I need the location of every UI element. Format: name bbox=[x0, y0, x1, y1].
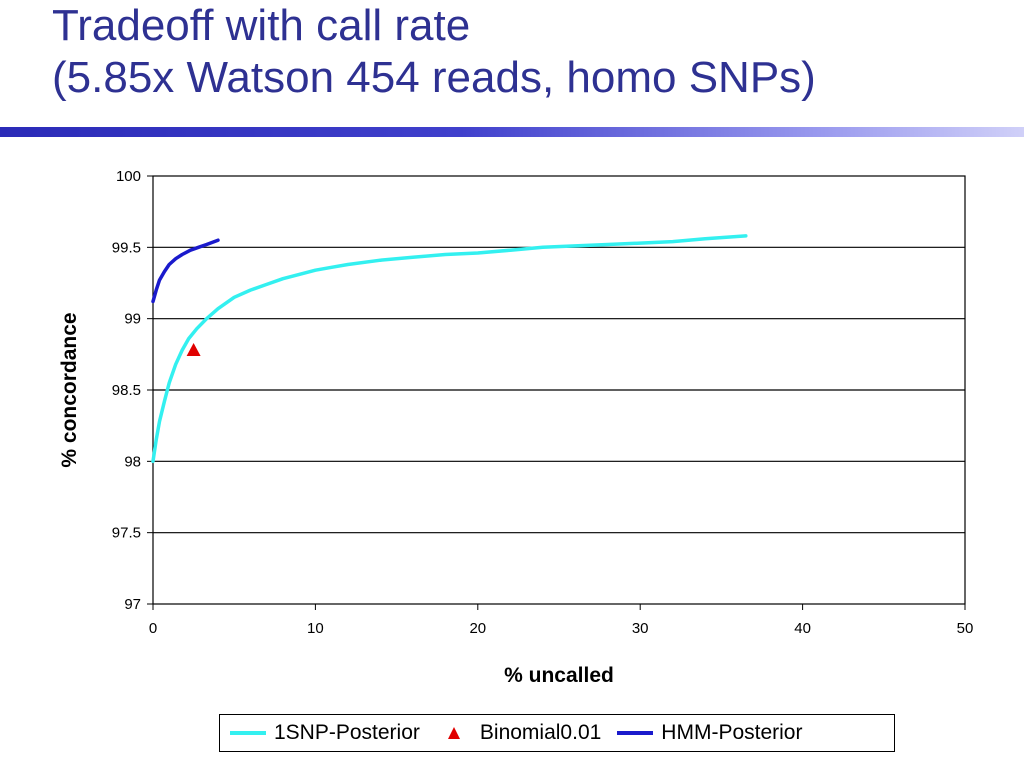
y-tick-label: 98 bbox=[124, 453, 141, 470]
y-tick-label: 98.5 bbox=[112, 382, 141, 399]
legend-label-binomial: Binomial0.01 bbox=[479, 721, 602, 744]
y-tick-label: 97.5 bbox=[112, 525, 141, 542]
slide-title: Tradeoff with call rate (5.85x Watson 45… bbox=[52, 0, 816, 104]
legend-label-1snp-posterior: 1SNP-Posterior bbox=[274, 721, 420, 744]
chart-legend: 1SNP-Posterior Binomial0.01 HMM-Posterio… bbox=[219, 714, 895, 752]
y-axis-label: % concordance bbox=[58, 312, 81, 467]
slide-title-line2: (5.85x Watson 454 reads, homo SNPs) bbox=[52, 53, 816, 102]
legend-swatch-1snp-posterior bbox=[230, 731, 266, 735]
x-axis-label: % uncalled bbox=[504, 664, 614, 687]
axis-ticks: 97 97.5 98 98.5 99 99.5 100 0 10 20 30 40 50 bbox=[112, 168, 974, 637]
y-tick-label: 99.5 bbox=[112, 239, 141, 256]
legend-item-1snp-posterior: 1SNP-Posterior bbox=[230, 721, 420, 745]
y-tick-label: 97 bbox=[124, 596, 141, 613]
x-tick-label: 40 bbox=[794, 620, 811, 637]
title-divider bbox=[0, 127, 1024, 137]
data-point-binomial0-01 bbox=[186, 343, 201, 357]
legend-swatch-hmm-posterior bbox=[617, 731, 654, 735]
legend-item-binomial: Binomial0.01 bbox=[436, 721, 601, 745]
series-line-hmm-posterior bbox=[151, 238, 220, 304]
x-tick-label: 50 bbox=[957, 620, 974, 637]
series-group bbox=[151, 234, 748, 464]
x-tick-label: 30 bbox=[632, 620, 649, 637]
y-tick-label: 99 bbox=[124, 311, 141, 328]
y-tick-label: 100 bbox=[116, 168, 141, 185]
x-tick-label: 20 bbox=[469, 620, 486, 637]
x-tick-label: 10 bbox=[307, 620, 324, 637]
series-line-1snp-posterior bbox=[151, 234, 748, 464]
legend-item-hmm-posterior: HMM-Posterior bbox=[617, 721, 802, 745]
gridlines bbox=[153, 246, 965, 534]
triangle-marker-icon bbox=[447, 727, 460, 739]
legend-label-hmm-posterior: HMM-Posterior bbox=[661, 721, 803, 744]
slide-title-line1: Tradeoff with call rate bbox=[52, 1, 471, 50]
x-tick-label: 0 bbox=[149, 620, 157, 637]
